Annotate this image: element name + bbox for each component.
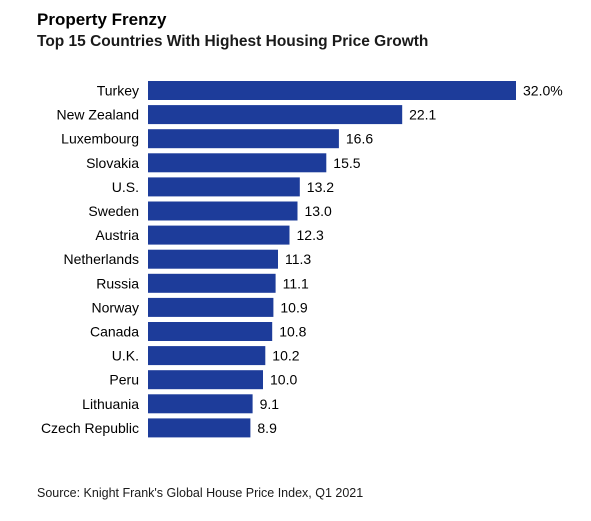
bar bbox=[148, 370, 263, 390]
category-label: Austria bbox=[95, 227, 139, 243]
category-label: U.K. bbox=[112, 348, 139, 364]
category-label: Canada bbox=[90, 324, 139, 340]
bar bbox=[148, 81, 516, 100]
category-label: Luxembourg bbox=[61, 131, 139, 147]
category-label: U.S. bbox=[112, 179, 139, 195]
category-label: New Zealand bbox=[57, 107, 140, 123]
value-label: 15.5 bbox=[333, 155, 360, 171]
category-label: Russia bbox=[96, 275, 139, 291]
value-label: 32.0% bbox=[523, 83, 563, 99]
bar bbox=[148, 129, 339, 149]
value-label: 10.9 bbox=[280, 299, 307, 315]
bar bbox=[148, 322, 273, 341]
value-label: 16.6 bbox=[346, 131, 373, 147]
category-label: Peru bbox=[109, 372, 139, 388]
bar bbox=[148, 273, 276, 293]
chart-subtitle: Top 15 Countries With Highest Housing Pr… bbox=[37, 33, 429, 50]
category-label: Slovakia bbox=[86, 155, 139, 171]
category-label: Norway bbox=[92, 299, 139, 315]
bar bbox=[148, 153, 327, 173]
value-label: 10.8 bbox=[279, 324, 306, 340]
category-label: Sweden bbox=[88, 203, 139, 219]
bar bbox=[148, 249, 278, 269]
category-label: Czech Republic bbox=[41, 420, 139, 436]
chart-title: Property Frenzy bbox=[37, 10, 167, 29]
category-label: Lithuania bbox=[82, 396, 139, 412]
value-label: 9.1 bbox=[260, 396, 280, 412]
bar bbox=[148, 177, 300, 197]
bar bbox=[148, 225, 290, 245]
bar bbox=[148, 201, 298, 221]
value-label: 13.0 bbox=[305, 203, 332, 219]
value-label: 13.2 bbox=[307, 179, 334, 195]
category-label: Turkey bbox=[97, 83, 139, 99]
value-label: 10.2 bbox=[272, 348, 299, 364]
bar bbox=[148, 418, 251, 438]
category-label: Netherlands bbox=[64, 251, 140, 267]
value-label: 12.3 bbox=[297, 227, 324, 243]
source-note: Source: Knight Frank's Global House Pric… bbox=[37, 486, 364, 500]
bar bbox=[148, 394, 253, 414]
value-label: 22.1 bbox=[409, 107, 436, 123]
value-label: 10.0 bbox=[270, 372, 297, 388]
value-label: 11.1 bbox=[283, 275, 309, 291]
bar bbox=[148, 105, 403, 125]
value-label: 8.9 bbox=[257, 420, 277, 436]
value-label: 11.3 bbox=[285, 251, 311, 267]
bar-chart: Turkey 32.0% New Zealand 22.1 Luxembourg 16.6… bbox=[41, 81, 563, 438]
bar bbox=[148, 297, 274, 317]
bar bbox=[148, 346, 266, 366]
